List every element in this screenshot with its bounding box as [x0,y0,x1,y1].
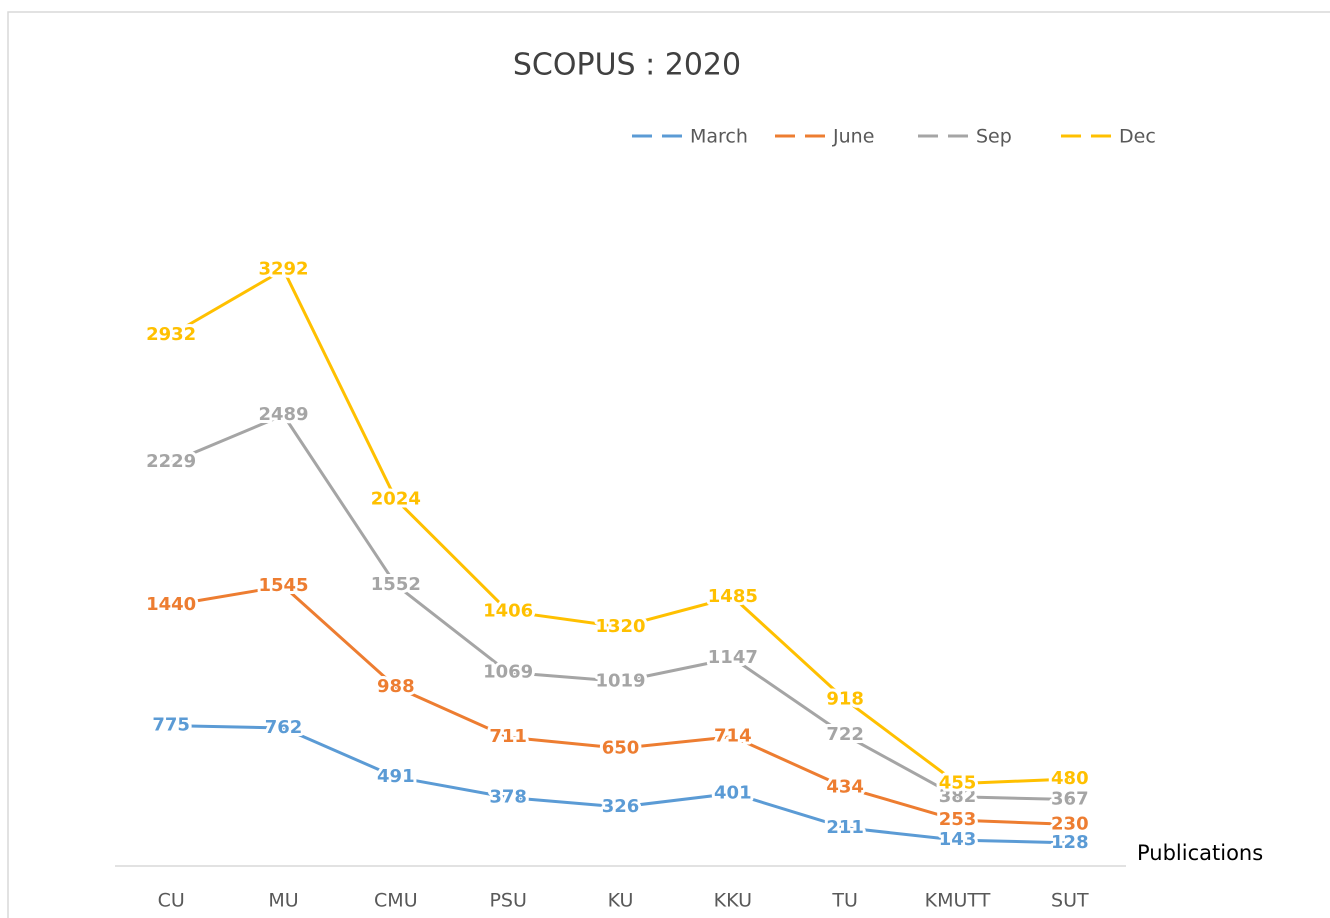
value-label: 382 [939,786,977,807]
series-line [170,584,1070,826]
value-label: 378 [489,787,527,808]
value-label: 1440 [146,594,196,615]
value-label: 326 [602,796,640,817]
value-label: 480 [1051,768,1089,789]
value-label: 1552 [371,574,421,595]
value-label: 762 [265,717,303,738]
value-label: 253 [939,809,977,830]
x-tick-label: TU [831,890,858,912]
value-label: 128 [1051,832,1089,853]
value-label: 1320 [595,616,645,637]
legend-label: March [690,126,748,148]
value-label: 1545 [258,575,308,596]
value-label: 401 [714,782,752,803]
series-line [171,724,1070,845]
chart-frame [7,11,1330,918]
x-tick-label: PSU [489,890,526,912]
legend-label: June [832,126,874,148]
value-label: 711 [489,726,527,747]
legend-label: Dec [1119,126,1156,148]
value-label: 988 [377,676,415,697]
value-label: 211 [826,817,864,838]
value-label: 775 [152,715,190,736]
value-label: 1485 [708,586,758,607]
series-line [170,413,1070,802]
value-label: 367 [1051,789,1089,810]
x-tick-label: MU [268,890,298,912]
value-label: 722 [826,724,864,745]
x-tick-label: KU [608,890,634,912]
value-label: 143 [939,829,977,850]
legend-label: Sep [976,126,1012,148]
value-label: 1406 [483,600,533,621]
value-label: 455 [939,773,977,794]
value-label: 2229 [146,451,196,472]
value-label: 2024 [371,488,421,509]
value-label: 1147 [708,647,758,668]
value-label: 491 [377,766,415,787]
x-tick-label: CU [158,890,185,912]
series-line [170,268,1070,786]
value-label: 230 [1051,813,1089,834]
value-label: 1019 [595,670,645,691]
chart-title: SCOPUS : 2020 [513,48,741,83]
x-tick-label: SUT [1051,890,1089,912]
value-label: 918 [826,689,864,710]
x-tick-label: KMUTT [925,890,991,912]
value-label: 434 [826,776,864,797]
value-label: 2932 [146,324,196,345]
x-tick-label: CMU [374,890,418,912]
value-label: 3292 [258,259,308,280]
value-label: 2489 [258,404,308,425]
value-label: 650 [602,737,640,758]
x-tick-label: KKU [714,890,752,912]
value-label: 714 [714,726,752,747]
x-axis-label: Publications [1137,841,1263,865]
value-label: 1069 [483,661,533,682]
